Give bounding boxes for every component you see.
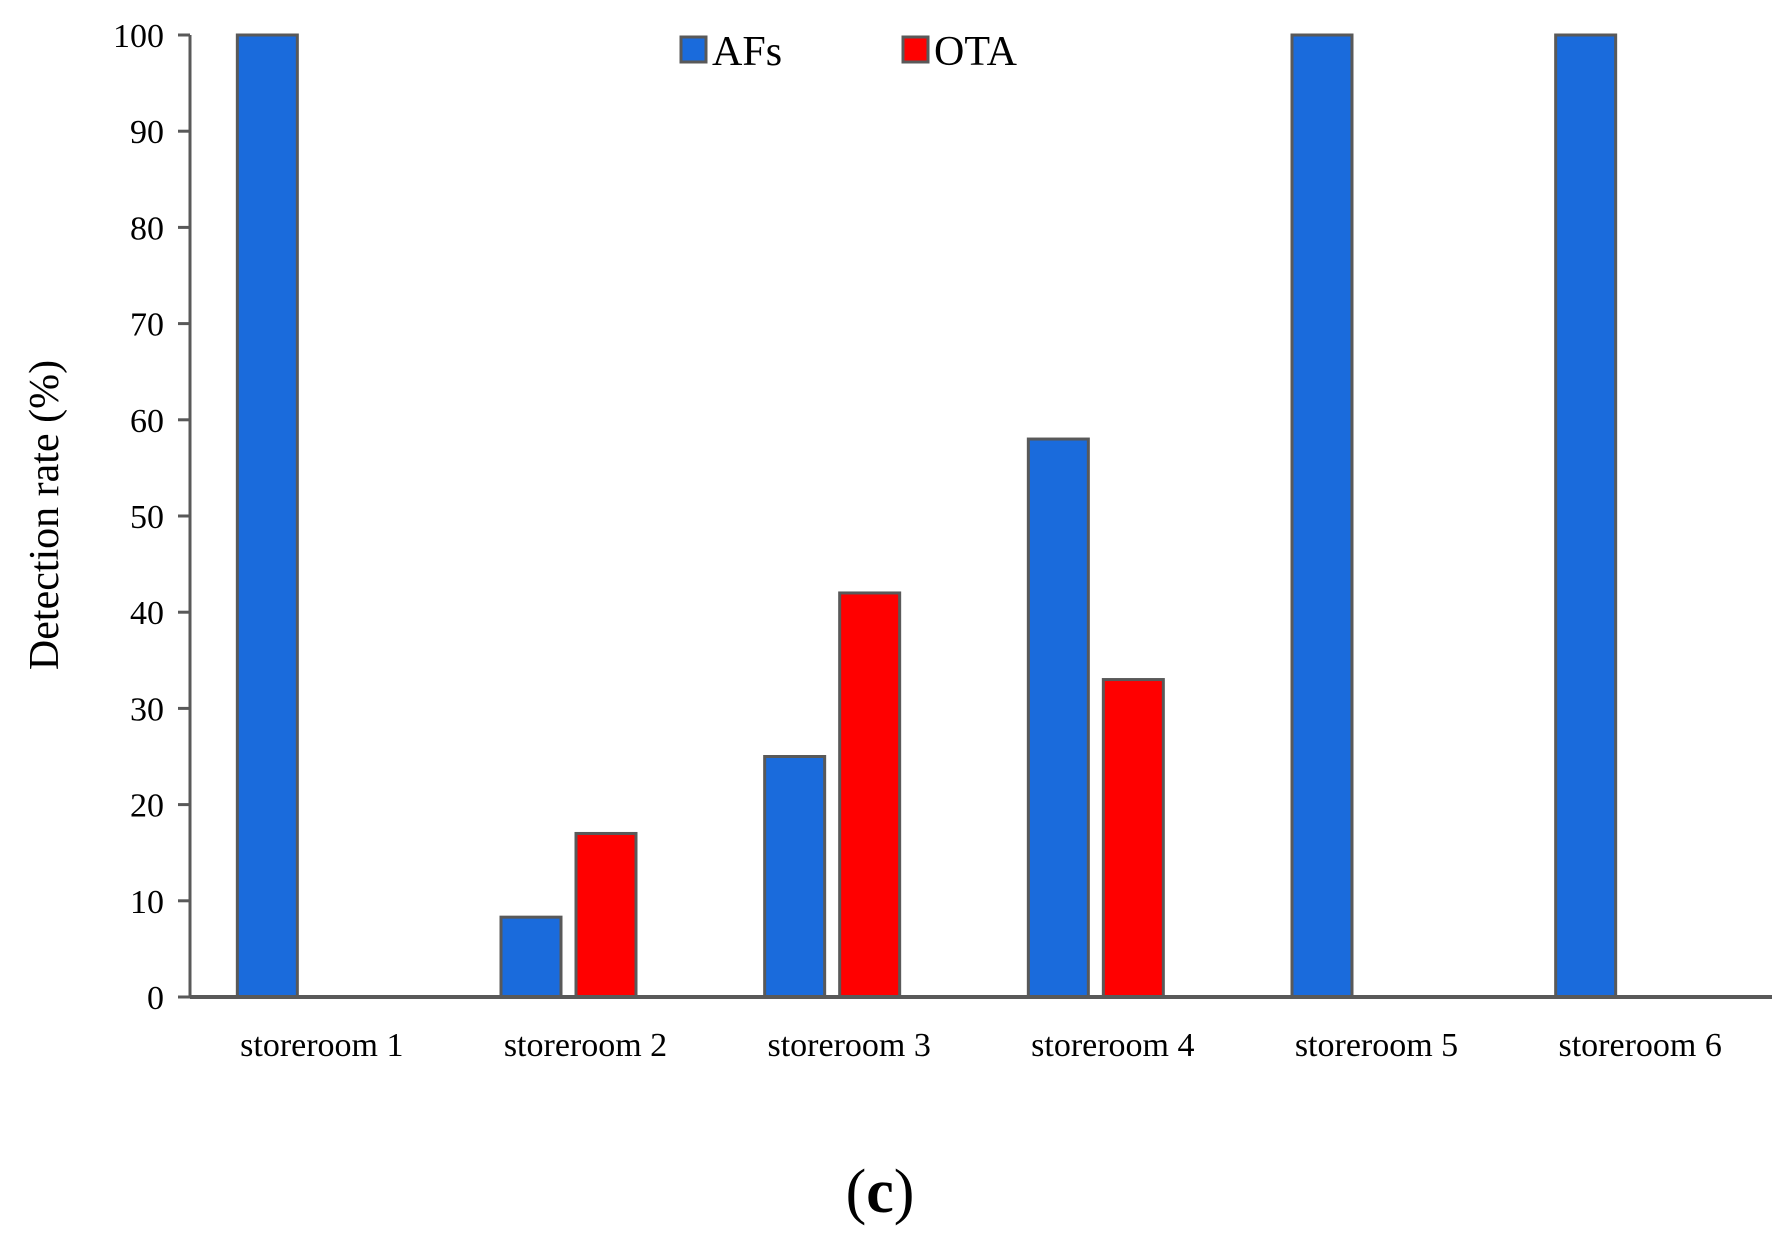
bar-afs-1: [235, 33, 299, 999]
bar-ota-4: [1101, 678, 1165, 999]
legend-swatch-afs: [679, 35, 708, 64]
x-tick-label: storeroom 1: [240, 1027, 403, 1064]
panel-label-open: (: [846, 1158, 867, 1226]
bar-afs-5: [1290, 33, 1354, 999]
x-tick-label: storeroom 2: [504, 1027, 667, 1064]
bar-afs-4: [1026, 437, 1090, 999]
legend: AFs OTA: [679, 29, 1018, 75]
axes-group: [188, 35, 1772, 999]
bar-afs-3: [763, 755, 827, 999]
y-tick-label: 80: [130, 210, 164, 247]
y-tick-label: 20: [130, 788, 164, 825]
panel-label-letter: c: [866, 1158, 894, 1226]
y-tick-label: 60: [130, 403, 164, 440]
y-tick-label: 70: [130, 307, 164, 344]
x-tick-label: storeroom 5: [1295, 1027, 1458, 1064]
panel-label-close: ): [894, 1158, 915, 1226]
bar-ota-3: [838, 591, 902, 999]
y-tick-label: 0: [147, 980, 164, 1017]
x-labels-group: storeroom 1 storeroom 2 storeroom 3 storero…: [240, 1027, 1722, 1064]
legend-label-afs: AFs: [712, 29, 782, 75]
panel-label: (c): [846, 1158, 915, 1226]
x-tick-label: storeroom 3: [767, 1027, 930, 1064]
legend-label-ota: OTA: [934, 29, 1018, 75]
x-tick-label: storeroom 6: [1558, 1027, 1721, 1064]
y-tick-label: 100: [113, 18, 164, 55]
y-tick-label: 50: [130, 499, 164, 536]
bar-afs-6: [1554, 33, 1618, 999]
y-tick-label: 30: [130, 691, 164, 728]
legend-swatch-ota: [901, 35, 930, 64]
bar-ota-2: [574, 831, 638, 999]
bars-group: [235, 33, 1618, 999]
y-tick-label: 10: [130, 884, 164, 921]
bar-afs-2: [499, 915, 563, 999]
x-tick-label: storeroom 4: [1031, 1027, 1194, 1064]
y-ticks-group: 0 10 20 30 40 50 60 70 80 90 100: [113, 18, 190, 1017]
y-tick-label: 40: [130, 595, 164, 632]
y-tick-label: 90: [130, 114, 164, 151]
y-axis-title: Detection rate (%): [22, 360, 68, 670]
